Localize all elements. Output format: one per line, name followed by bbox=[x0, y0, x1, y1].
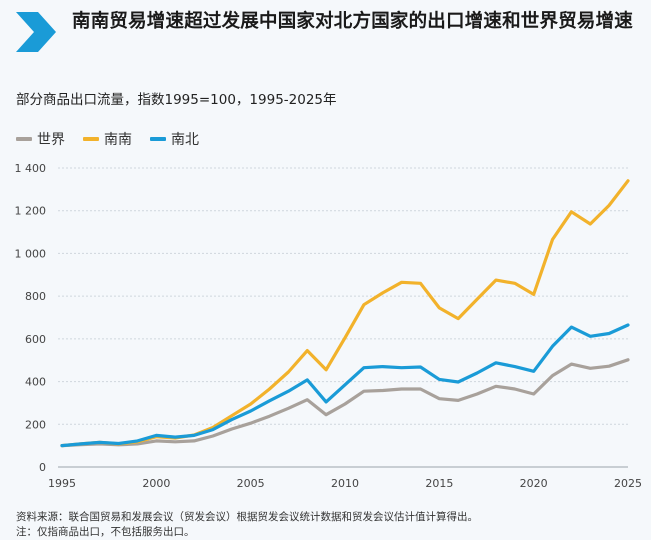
legend-swatch-world bbox=[16, 137, 32, 141]
y-tick-label-400: 400 bbox=[25, 376, 46, 389]
x-tick-label-2025: 2025 bbox=[614, 477, 642, 490]
legend-swatch-south-south bbox=[83, 137, 99, 141]
legend-label-south-north: 南北 bbox=[171, 132, 199, 148]
chart-footer: 资料来源：联合国贸易和发展会议（贸发会议）根据贸发会议统计数据和贸发会议估计值计… bbox=[16, 510, 478, 540]
legend-item-south-south: 南南 bbox=[83, 129, 132, 149]
y-tick-label-1400: 1 400 bbox=[15, 162, 47, 175]
line-chart: 0 200 400 600 800 1 000 1 200 1 400 1995 2000 2005… bbox=[15, 162, 643, 490]
series-line-south_north bbox=[60, 323, 630, 448]
y-tick-label-600: 600 bbox=[25, 333, 46, 346]
legend-label-world: 世界 bbox=[37, 132, 65, 148]
y-tick-label-800: 800 bbox=[25, 290, 46, 303]
y-tick-label-200: 200 bbox=[25, 418, 46, 431]
legend-item-south-north: 南北 bbox=[150, 129, 199, 149]
legend-swatch-south-north bbox=[150, 137, 166, 141]
series-line-south_south bbox=[60, 179, 630, 448]
y-tick-label-0: 0 bbox=[39, 461, 46, 474]
series-line-world bbox=[60, 358, 630, 448]
chart-subtitle: 部分商品出口流量，指数1995=100，1995-2025年 bbox=[16, 92, 337, 108]
x-tick-label-1995: 1995 bbox=[48, 477, 76, 490]
chart-legend: 世界 南南 南北 bbox=[16, 129, 199, 149]
footnote: 注：仅指商品出口，不包括服务出口。 bbox=[16, 526, 195, 538]
page-title: 南南贸易增速超过发展中国家对北方国家的出口增速和世界贸易增速 bbox=[72, 11, 634, 32]
x-tick-label-2000: 2000 bbox=[142, 477, 170, 490]
x-tick-label-2010: 2010 bbox=[331, 477, 359, 490]
x-tick-label-2005: 2005 bbox=[237, 477, 265, 490]
y-tick-label-1200: 1 200 bbox=[15, 205, 47, 218]
legend-label-south-south: 南南 bbox=[104, 132, 132, 148]
legend-item-world: 世界 bbox=[16, 129, 65, 149]
source-note: 资料来源：联合国贸易和发展会议（贸发会议）根据贸发会议统计数据和贸发会议估计值计… bbox=[16, 511, 478, 523]
y-tick-label-1000: 1 000 bbox=[15, 247, 47, 260]
x-tick-label-2020: 2020 bbox=[520, 477, 548, 490]
chevron-logo-icon bbox=[16, 12, 56, 52]
x-tick-label-2015: 2015 bbox=[425, 477, 453, 490]
